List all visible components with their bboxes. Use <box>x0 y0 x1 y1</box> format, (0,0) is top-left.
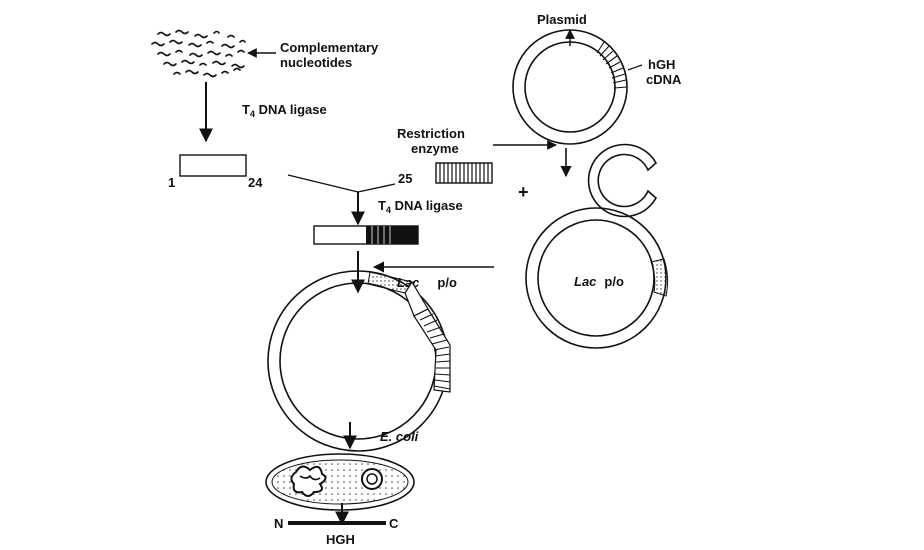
hgh-label-1: hGH <box>648 57 675 72</box>
hgh-label-2: cDNA <box>646 72 682 87</box>
residue-24-label: 24 <box>248 175 263 190</box>
fused-gene-box <box>313 225 419 245</box>
recombinant-plasmid <box>267 270 451 452</box>
residue-1-label: 1 <box>168 175 175 190</box>
hgh-pointer-line <box>627 64 643 71</box>
nucleotide-squiggles <box>151 29 246 78</box>
n-terminal-label: N <box>274 516 283 531</box>
linearized-plasmid <box>587 143 658 218</box>
cdna-fragment <box>435 162 493 184</box>
ligase-label-2: T4 DNA ligase <box>378 198 463 215</box>
ligase-label-1: T4 DNA ligase <box>242 102 327 119</box>
residue-25-label: 25 <box>398 171 412 186</box>
plasmid-label: Plasmid <box>537 12 587 27</box>
complementary-label-1: Complementary <box>280 40 379 55</box>
synthetic-fragment-box <box>179 154 247 177</box>
c-terminal-label: C <box>389 516 399 531</box>
complementary-label-2: nucleotides <box>280 55 352 70</box>
merge-line-left <box>287 174 359 193</box>
hgh-product-label: HGH <box>326 532 355 547</box>
ecoli-label: E. coli <box>380 429 419 444</box>
plasmid-lac-promoter <box>525 207 669 349</box>
lac-label-right: Lac p/o <box>574 274 624 289</box>
restriction-label-1: Restriction <box>397 126 465 141</box>
ecoli-cell <box>265 453 415 511</box>
plasmid-with-hgh-cdna <box>512 29 628 145</box>
plus-sign: + <box>518 182 529 202</box>
merge-line-right <box>357 183 396 193</box>
restriction-label-2: enzyme <box>411 141 459 156</box>
